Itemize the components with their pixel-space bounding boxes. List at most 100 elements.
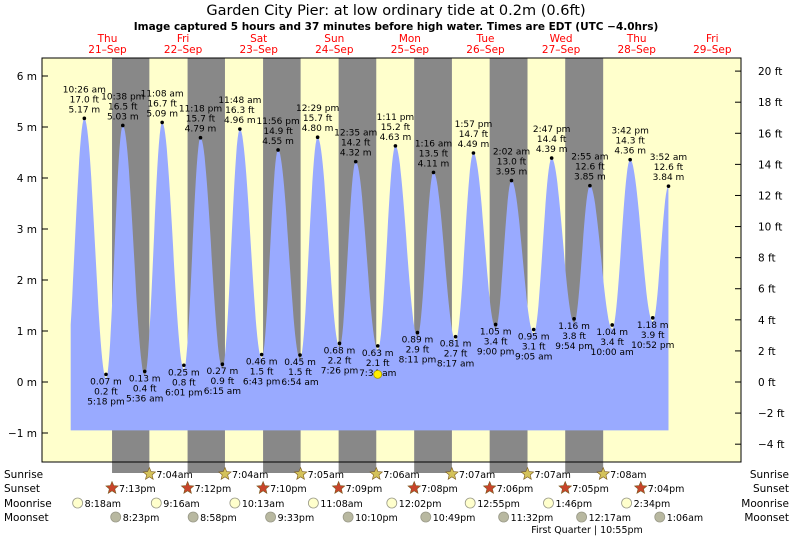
- day-label-date: 29–Sep: [693, 44, 732, 56]
- low-tide-point: [650, 316, 655, 320]
- low-tide-point: [142, 369, 147, 374]
- sunrise-time: 7:04am: [232, 470, 268, 481]
- sunset-time: 7:04pm: [648, 484, 685, 495]
- left-tick-label: 0 m: [17, 377, 37, 389]
- left-tick-label: 3 m: [17, 224, 37, 236]
- high-tide-ft: 14.9 ft: [263, 127, 293, 137]
- row-label-right-sunset: Sunset: [753, 483, 789, 495]
- high-tide-m: 3.85 m: [574, 173, 606, 183]
- high-tide-time: 11:48 am: [218, 96, 261, 106]
- high-tide-ft: 13.0 ft: [497, 158, 527, 168]
- low-tide-m: 0.46 m: [246, 358, 278, 368]
- high-tide-time: 1:11 pm: [377, 113, 415, 123]
- low-tide-time: 10:52 pm: [631, 341, 674, 351]
- high-tide-m: 4.55 m: [262, 137, 294, 147]
- day-label-dow: Wed: [550, 33, 573, 45]
- high-tide-m: 4.79 m: [185, 125, 217, 135]
- high-tide-m: 5.17 m: [69, 105, 101, 115]
- right-tick-label: 16 ft: [758, 128, 782, 140]
- moonset-moon-icon: [498, 511, 510, 523]
- sunset-time: 7:08pm: [421, 484, 458, 495]
- moonrise-moon-icon: [150, 497, 162, 509]
- plot-frame: [41, 57, 742, 463]
- low-tide-ft: 0.8 ft: [172, 378, 196, 388]
- moonrise-moon-icon: [229, 497, 241, 509]
- moonrise-moon-icon: [386, 497, 398, 509]
- sunrise-star-icon: [218, 466, 232, 480]
- low-tide-point: [182, 363, 186, 368]
- moonset-moon-icon: [265, 511, 276, 523]
- low-tide-m: 0.07 m: [90, 377, 122, 387]
- high-tide-point: [393, 144, 398, 148]
- sunrise-time: 7:05am: [308, 470, 344, 481]
- moonset-time: 10:10pm: [355, 513, 398, 524]
- day-label-date: 28–Sep: [617, 44, 656, 56]
- low-tide-ft: 2.2 ft: [328, 356, 352, 366]
- low-tide-time: 5:36 am: [126, 394, 163, 404]
- low-tide-time: 8:17 am: [437, 360, 474, 370]
- left-tick-label: 1 m: [17, 326, 37, 338]
- high-tide-time: 3:42 pm: [611, 127, 649, 137]
- high-tide-m: 3.84 m: [653, 173, 685, 183]
- day-label-dow: Sun: [324, 33, 344, 45]
- right-tick-label: 2 ft: [758, 346, 776, 358]
- low-tide-time: 6:15 am: [204, 387, 241, 397]
- low-tide-point: [531, 327, 536, 332]
- moonrise-moon-icon: [307, 497, 319, 509]
- sunrise-star-icon: [142, 466, 157, 480]
- sunrise-star-icon: [596, 466, 611, 480]
- sunrise-star-icon: [369, 466, 384, 480]
- day-label-date: 23–Sep: [239, 44, 278, 56]
- moonset-time: 8:58pm: [200, 513, 237, 524]
- high-tide-m: 3.95 m: [496, 168, 528, 178]
- low-tide-ft: 2.7 ft: [444, 350, 468, 360]
- low-tide-m: 1.16 m: [558, 322, 590, 332]
- low-tide-ft: 0.2 ft: [94, 387, 118, 397]
- high-tide-time: 3:52 am: [650, 153, 687, 163]
- day-label-date: 22–Sep: [164, 44, 203, 56]
- high-tide-m: 4.63 m: [380, 133, 412, 143]
- high-tide-point: [431, 170, 436, 175]
- moonrise-time: 9:16am: [163, 499, 199, 510]
- high-tide-m: 4.11 m: [418, 159, 450, 169]
- high-tide-time: 11:18 pm: [179, 105, 222, 115]
- left-tick-label: −1 m: [8, 428, 37, 440]
- low-tide-m: 0.89 m: [402, 336, 434, 346]
- day-label-dow: Fri: [177, 33, 190, 45]
- day-label-dow: Fri: [706, 33, 719, 45]
- high-tide-point: [315, 135, 320, 139]
- low-tide-m: 1.18 m: [637, 321, 669, 331]
- low-tide-point: [493, 322, 498, 327]
- sunset-time: 7:05pm: [572, 484, 609, 495]
- high-tide-time: 2:02 am: [493, 148, 530, 158]
- low-tide-point: [610, 323, 614, 327]
- high-tide-ft: 12.6 ft: [654, 163, 684, 173]
- high-tide-point: [198, 135, 203, 140]
- row-label-right-sunrise: Sunrise: [750, 469, 789, 481]
- high-tide-point: [549, 156, 554, 160]
- day-label-date: 27–Sep: [542, 44, 581, 56]
- day-label-dow: Thu: [97, 33, 118, 45]
- high-tide-m: 4.39 m: [536, 145, 568, 155]
- sunset-time: 7:13pm: [119, 484, 156, 495]
- high-tide-m: 4.96 m: [224, 116, 256, 126]
- right-tick-label: 12 ft: [758, 190, 782, 202]
- moon-phase-note: First Quarter | 10:55pm: [531, 525, 643, 536]
- low-tide-point: [375, 344, 380, 348]
- high-tide-time: 11:08 am: [141, 89, 184, 99]
- low-tide-time: 10:00 am: [591, 348, 634, 358]
- high-tide-time: 2:47 pm: [533, 125, 571, 135]
- low-tide-time: 6:54 am: [281, 378, 318, 388]
- low-tide-m: 0.13 m: [129, 374, 161, 384]
- moonset-time: 8:23pm: [123, 513, 160, 524]
- low-tide-time: 6:01 pm: [165, 388, 203, 398]
- right-tick-label: −4 ft: [758, 439, 784, 451]
- high-tide-time: 1:57 pm: [455, 120, 493, 130]
- row-label-moonrise: Moonrise: [4, 498, 52, 510]
- moonrise-time: 11:08am: [320, 499, 362, 510]
- high-tide-ft: 15.7 ft: [303, 114, 333, 124]
- chart-title: Garden City Pier: at low ordinary tide a…: [206, 3, 585, 19]
- moonset-time: 10:49pm: [433, 513, 476, 524]
- day-label-dow: Sat: [250, 33, 267, 45]
